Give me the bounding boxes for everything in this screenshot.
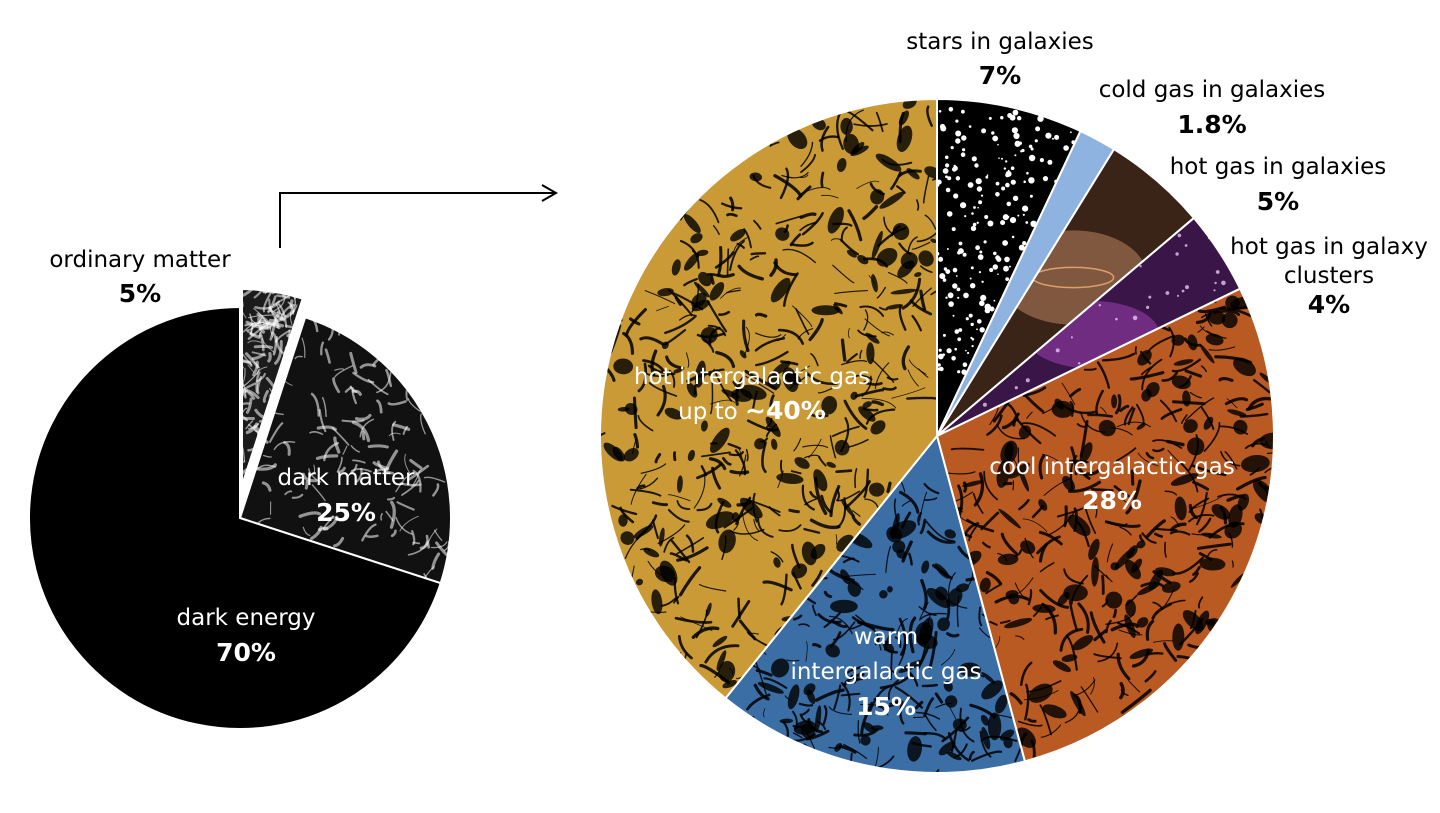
pie-slice-mark (937, 288, 1274, 762)
slice-texture (727, 462, 1025, 773)
slice-value-label: 7% (979, 61, 1021, 90)
slice-value-label: 15% (856, 692, 916, 721)
label-dark-matter: dark matter 25% (278, 465, 415, 527)
slice-ordinary-matter (237, 283, 309, 499)
label-ordinary-matter: ordinary matter 5% (49, 247, 231, 308)
label-stars-in-galaxies: stars in galaxies 7% (906, 29, 1093, 90)
slice-label: dark energy (177, 605, 316, 631)
slice-outline (935, 287, 1275, 763)
slice-texture (600, 99, 937, 689)
label-warm-intergalactic-gas: warm intergalactic gas 15% (790, 624, 981, 721)
pie-slice-mark (28, 306, 441, 730)
slice-texture (937, 107, 1076, 375)
slice-label: cool intergalactic gas (989, 454, 1235, 480)
slice-texture (251, 317, 451, 584)
slice-stars-in-galaxies (936, 97, 1082, 437)
slice-value-label: 70% (216, 638, 276, 667)
label-dark-energy: dark energy 70% (177, 605, 316, 667)
slice-label-line2: clusters (1284, 263, 1374, 289)
slice-hot-intergalactic-gas (599, 97, 938, 700)
slice-label: warm (854, 624, 918, 650)
expand-arrow (279, 184, 559, 248)
pie-slice-mark (600, 99, 937, 699)
slice-value-label: 4% (1308, 290, 1350, 319)
slice-value-label: 1.8% (1177, 110, 1246, 139)
slice-value-label: 28% (1082, 486, 1142, 515)
slice-outline (28, 305, 442, 730)
slice-outline (238, 316, 452, 585)
label-hot-intergalactic-gas: hot intergalactic gas up to ~40% (634, 364, 870, 425)
slice-label-line2: intergalactic gas (790, 659, 981, 685)
ordinary-matter-breakdown-pie (599, 97, 1275, 774)
slice-value-label: ~40% (745, 396, 826, 425)
label-hot-gas-in-galaxies: hot gas in galaxies 5% (1170, 154, 1387, 216)
universe-composition-pie (28, 283, 452, 730)
slice-value-label: 5% (1257, 187, 1299, 216)
slice-value-prefix: up to (678, 399, 745, 425)
label-hot-gas-in-galaxy-clusters: hot gas in galaxy clusters 4% (1230, 234, 1428, 319)
slice-outline (599, 97, 938, 700)
slice-value-label: 25% (316, 498, 376, 527)
slice-label: hot gas in galaxies (1170, 154, 1387, 180)
slice-label: hot intergalactic gas (634, 364, 870, 390)
slice-label: ordinary matter (49, 247, 231, 273)
slice-label: stars in galaxies (906, 29, 1093, 55)
label-cool-intergalactic-gas: cool intergalactic gas 28% (989, 454, 1235, 515)
label-cold-gas-in-galaxies: cold gas in galaxies 1.8% (1099, 77, 1326, 139)
slice-warm-intergalactic-gas (724, 433, 1027, 774)
pie-slice-mark (937, 131, 1114, 436)
slice-label: dark matter (278, 465, 415, 491)
slice-value-line: up to ~40% (678, 396, 826, 425)
slice-label: hot gas in galaxy (1230, 234, 1428, 260)
slice-outline (936, 97, 1082, 437)
slice-outline (724, 433, 1027, 774)
slice-dark-matter (238, 316, 452, 585)
slice-dark-energy (28, 305, 442, 730)
slice-label: cold gas in galaxies (1099, 77, 1326, 103)
slice-outline (237, 283, 309, 499)
slice-value-label: 5% (119, 279, 161, 308)
